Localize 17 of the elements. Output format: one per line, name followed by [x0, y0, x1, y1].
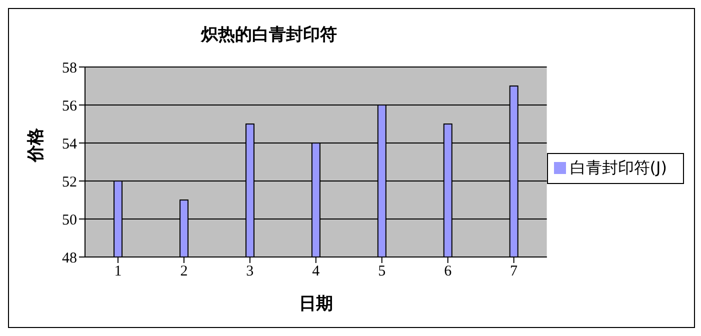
y-tick-label: 50: [62, 212, 77, 228]
y-tick-label: 54: [62, 136, 78, 152]
x-tick-label: 5: [378, 264, 386, 280]
x-tick-label: 6: [444, 264, 452, 280]
y-tick-label: 48: [62, 250, 77, 266]
x-tick-label: 4: [312, 264, 320, 280]
y-tick-label: 58: [62, 60, 77, 76]
legend-label: 白青封印符(J): [570, 158, 667, 176]
y-tick-label: 52: [62, 174, 77, 190]
chart-title: 炽热的白青封印符: [200, 24, 338, 46]
x-tick-label: 7: [510, 264, 518, 280]
x-axis-title: 日期: [298, 294, 333, 314]
y-tick-label: 56: [62, 98, 78, 114]
y-axis-title: 价格: [26, 127, 46, 163]
x-tick-label: 2: [180, 264, 188, 280]
x-tick-label: 3: [246, 264, 254, 280]
x-tick-label: 1: [114, 264, 122, 280]
